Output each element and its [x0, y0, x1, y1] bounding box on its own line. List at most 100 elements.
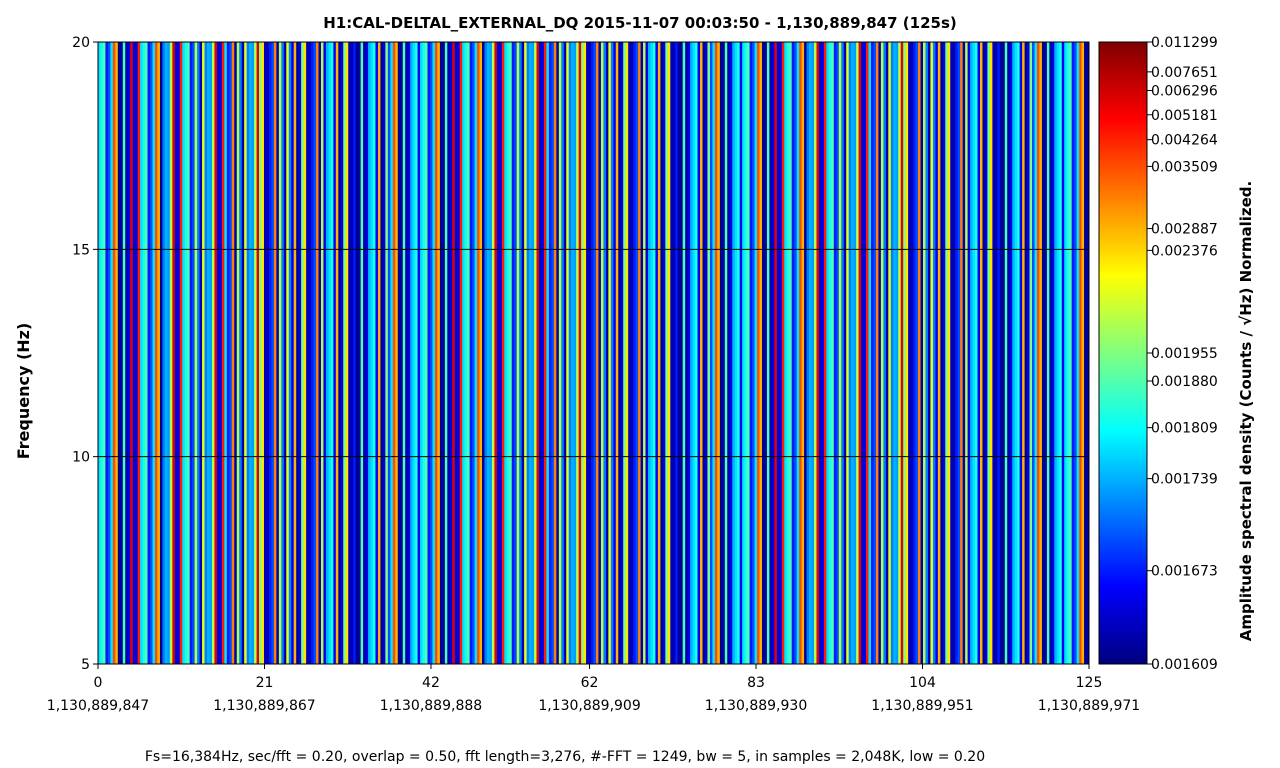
heatmap-column	[697, 42, 701, 664]
x-tick-label: 42	[422, 675, 440, 691]
heatmap-column	[937, 42, 941, 664]
heatmap-column	[776, 42, 780, 664]
heatmap-column	[826, 42, 830, 664]
x-tick-label: 0	[94, 675, 103, 691]
heatmap-column	[965, 42, 969, 664]
heatmap-column	[482, 42, 485, 664]
heatmap-column	[127, 42, 131, 664]
heatmap-column	[950, 42, 954, 664]
heatmap-column	[192, 42, 196, 664]
heatmap-column	[400, 42, 404, 664]
heatmap-column	[717, 42, 721, 664]
heatmap-column	[727, 42, 731, 664]
heatmap-column	[98, 42, 101, 664]
heatmap-column	[598, 42, 602, 664]
heatmap-column	[241, 42, 245, 664]
heatmap-column	[704, 42, 708, 664]
heatmap-column	[521, 42, 525, 664]
heatmap-column	[972, 42, 976, 664]
heatmap-column	[427, 42, 431, 664]
heatmap-column	[1029, 42, 1033, 664]
heatmap-column	[870, 42, 874, 664]
heatmap-column	[358, 42, 362, 664]
heatmap-column	[1002, 42, 1006, 664]
heatmap-column	[472, 42, 475, 664]
heatmap-column	[695, 42, 698, 664]
heatmap-column	[640, 42, 644, 664]
heatmap-column	[132, 42, 136, 664]
heatmap-column	[288, 42, 292, 664]
heatmap-column	[791, 42, 795, 664]
heatmap-column	[955, 42, 959, 664]
heatmap-column	[774, 42, 778, 664]
x-tick-gps-label: 1,130,889,909	[538, 698, 640, 714]
heatmap-column	[112, 42, 116, 664]
heatmap-column	[801, 42, 805, 664]
heatmap-column	[823, 42, 827, 664]
heatmap-column	[286, 42, 290, 664]
heatmap-column	[467, 42, 471, 664]
heatmap-column	[162, 42, 166, 664]
heatmap-column	[851, 42, 855, 664]
heatmap-column	[781, 42, 785, 664]
heatmap-column	[610, 42, 614, 664]
heatmap-column	[110, 42, 114, 664]
heatmap-column	[809, 42, 812, 664]
heatmap-column	[474, 42, 478, 664]
heatmap-column	[137, 42, 141, 664]
heatmap-column	[771, 42, 775, 664]
heatmap-column	[588, 42, 592, 664]
heatmap-column	[643, 42, 646, 664]
heatmap-column	[739, 42, 743, 664]
heatmap-column	[254, 42, 257, 664]
heatmap-column	[221, 42, 225, 664]
heatmap-column	[1017, 42, 1021, 664]
heatmap-column	[628, 42, 632, 664]
heatmap-column	[690, 42, 693, 664]
heatmap-column	[387, 42, 391, 664]
heatmap-column	[863, 42, 867, 664]
heatmap-column	[999, 42, 1003, 664]
heatmap-column	[469, 42, 473, 664]
heatmap-column	[543, 42, 547, 664]
heatmap-column	[308, 42, 312, 664]
heatmap-column	[363, 42, 366, 664]
heatmap-column	[1079, 42, 1082, 664]
heatmap-column	[353, 42, 357, 664]
heatmap-column	[437, 42, 441, 664]
heatmap-column	[652, 42, 656, 664]
colorbar	[1098, 41, 1148, 665]
heatmap-column	[420, 42, 423, 664]
heatmap-column	[516, 42, 520, 664]
heatmap-column	[548, 42, 552, 664]
heatmap-column	[848, 42, 852, 664]
heatmap-column	[1056, 42, 1060, 664]
heatmap-column	[140, 42, 143, 664]
colorbar-tick-label: 0.005181	[1151, 108, 1218, 124]
heatmap-column	[764, 42, 768, 664]
heatmap-column	[464, 42, 468, 664]
heatmap-column	[328, 42, 332, 664]
heatmap-column	[660, 42, 664, 664]
heatmap-column	[174, 42, 178, 664]
heatmap-column	[130, 42, 134, 664]
heatmap-column	[259, 42, 262, 664]
heatmap-column	[662, 42, 666, 664]
x-tick-label: 62	[581, 675, 599, 691]
heatmap-column	[898, 42, 902, 664]
heatmap-column	[157, 42, 161, 664]
heatmap-column	[605, 42, 609, 664]
heatmap-column	[1046, 42, 1050, 664]
heatmap-column	[578, 42, 582, 664]
heatmap-column	[546, 42, 550, 664]
heatmap-column	[672, 42, 676, 664]
heatmap-column	[509, 42, 513, 664]
heatmap-column	[105, 42, 109, 664]
heatmap-column	[120, 42, 124, 664]
heatmap-column	[675, 42, 679, 664]
grid-lines	[98, 248, 1089, 458]
heatmap-column	[506, 42, 510, 664]
heatmap-column	[878, 42, 882, 664]
heatmap-column	[1054, 42, 1058, 664]
